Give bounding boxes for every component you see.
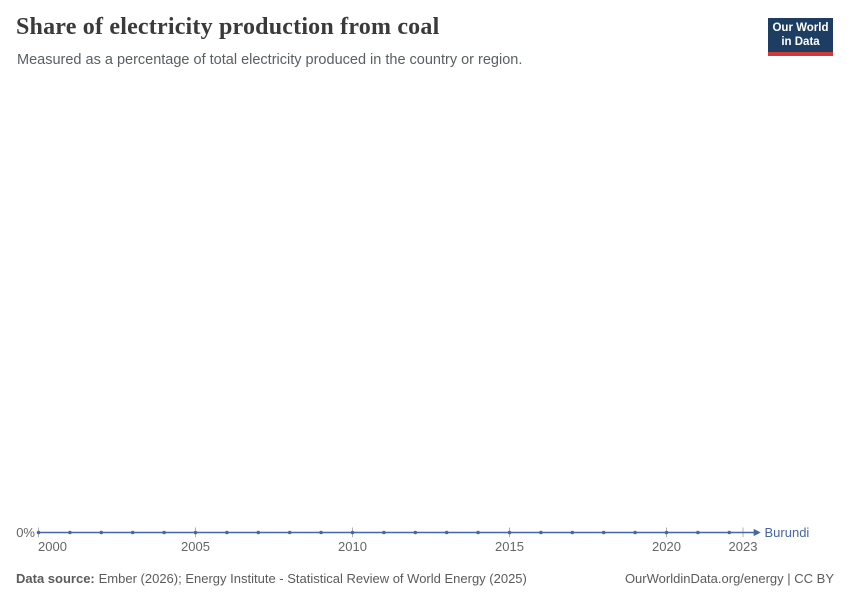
x-axis-label: 2023 — [729, 539, 758, 554]
data-point[interactable] — [476, 530, 480, 535]
data-point[interactable] — [350, 530, 355, 535]
data-point[interactable] — [36, 530, 41, 535]
entity-label[interactable]: Burundi — [765, 525, 810, 540]
data-point[interactable] — [413, 530, 418, 535]
data-point[interactable] — [570, 530, 575, 535]
data-point[interactable] — [664, 530, 669, 535]
data-point[interactable] — [696, 530, 700, 535]
x-axis-label: 2005 — [181, 539, 210, 554]
data-source-text: Ember (2026); Energy Institute - Statist… — [98, 571, 527, 586]
owid-logo-line2: in Data — [781, 35, 820, 48]
series-end-marker — [753, 528, 761, 537]
owid-logo[interactable]: Our World in Data — [768, 18, 833, 56]
data-point[interactable] — [539, 530, 543, 535]
data-source-label: Data source: — [16, 571, 95, 586]
chart-footer: Data source: Ember (2026); Energy Institu… — [16, 571, 834, 586]
chart-subtitle: Measured as a percentage of total electr… — [17, 52, 523, 68]
data-point[interactable] — [633, 530, 637, 535]
data-point[interactable] — [319, 530, 323, 535]
x-axis-label: 2020 — [652, 539, 681, 554]
x-axis-label: 2010 — [338, 539, 367, 554]
data-point[interactable] — [444, 530, 449, 535]
data-point[interactable] — [601, 530, 606, 535]
data-point[interactable] — [162, 530, 166, 535]
data-point[interactable] — [130, 530, 135, 535]
owid-logo-line1: Our World — [772, 22, 829, 34]
data-source-note: Data source: Ember (2026); Energy Institu… — [16, 571, 527, 586]
owid-logo-text: Our World in Data — [768, 18, 833, 52]
owid-logo-red-bar — [768, 52, 833, 56]
data-point[interactable] — [68, 530, 72, 535]
owid-url-license-link[interactable]: OurWorldinData.org/energy | CC BY — [624, 571, 834, 586]
data-point[interactable] — [99, 530, 104, 535]
data-point[interactable] — [225, 530, 229, 535]
data-point[interactable] — [193, 530, 198, 535]
data-point[interactable] — [507, 530, 512, 535]
y-axis-label: 0% — [16, 525, 35, 540]
page-title: Share of electricity production from coa… — [16, 14, 440, 40]
data-point[interactable] — [287, 530, 292, 535]
x-axis-label: 2015 — [495, 539, 524, 554]
x-axis-label: 2000 — [38, 539, 67, 554]
data-point[interactable] — [727, 530, 732, 535]
data-point[interactable] — [256, 530, 261, 535]
data-point[interactable] — [382, 530, 386, 535]
